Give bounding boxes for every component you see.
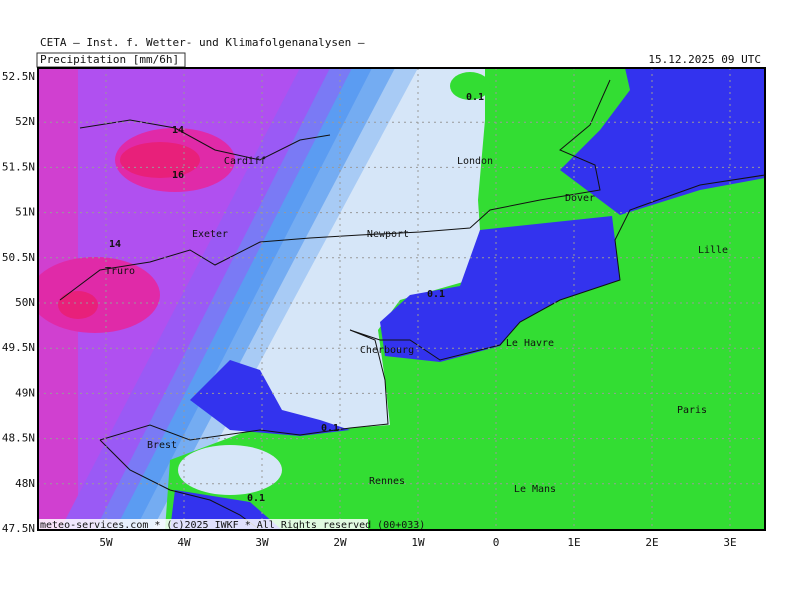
contour-label: 0.1 [321,423,339,434]
sea-area [560,68,765,215]
map-area: Cardiff London Dover Exeter Newport Truro Lill… [38,68,765,531]
lon-label: 3E [723,536,736,549]
place-label: Cardiff [224,156,266,167]
dry-area [450,72,490,100]
contour-label: 16 [172,170,184,181]
contour-label: 14 [109,239,121,250]
lon-label: 1W [411,536,425,549]
place-label: Rennes [369,476,405,487]
lon-label: 3W [255,536,269,549]
footer: meteo-services.com * (c)2025 IWKF * All … [40,520,425,531]
contour-label: 0.1 [466,92,484,103]
lon-label: 2E [645,536,658,549]
lat-label: 47.5N [2,522,35,535]
sea-area [380,216,620,362]
lat-label: 49.5N [2,341,35,354]
contour-label: 0.1 [247,493,265,504]
place-label: Cherbourg [360,345,414,356]
coastline [59,79,611,301]
lat-label: 48.5N [2,432,35,445]
lat-label: 52N [15,115,35,128]
lon-label: 5W [99,536,113,549]
lat-label: 50N [15,296,35,309]
map-frame [37,67,766,531]
place-label: Truro [105,266,135,277]
lat-label: 49N [15,386,35,399]
lon-label: 4W [177,536,191,549]
place-label: London [457,156,493,167]
place-label: Paris [677,405,707,416]
graticule [38,68,765,530]
place-label: Brest [147,440,177,451]
place-label: Le Havre [506,338,554,349]
precip-max [120,142,200,178]
place-label: Exeter [192,229,228,240]
precip-max [58,291,98,319]
lat-label: 50.5N [2,251,35,264]
map-labels: Cardiff London Dover Exeter Newport Truro Lill… [105,92,728,504]
place-label: Le Mans [514,484,556,495]
lat-label: 52.5N [2,70,35,83]
place-label: Lille [698,245,728,256]
coastline [99,439,261,530]
place-label: Newport [367,229,409,240]
lat-label: 51.5N [2,160,35,173]
coastline [99,174,765,441]
field-label: Precipitation [mm/6h] [40,53,179,66]
lon-label: 0 [493,536,500,549]
sea-area [190,360,350,436]
precip-patch [178,445,282,495]
contour-label: 14 [172,125,184,136]
footer-band [38,519,368,530]
precip-max [38,257,160,333]
lon-label: 1E [567,536,580,549]
title: CETA – Inst. f. Wetter- und Klimafolgena… [40,36,365,49]
lat-label: 48N [15,477,35,490]
contour-label: 0.1 [427,289,445,300]
place-label: Dover [565,193,595,204]
lat-label: 51N [15,206,35,219]
lon-label: 2W [333,536,347,549]
valid-time: 15.12.2025 09 UTC [648,53,761,66]
